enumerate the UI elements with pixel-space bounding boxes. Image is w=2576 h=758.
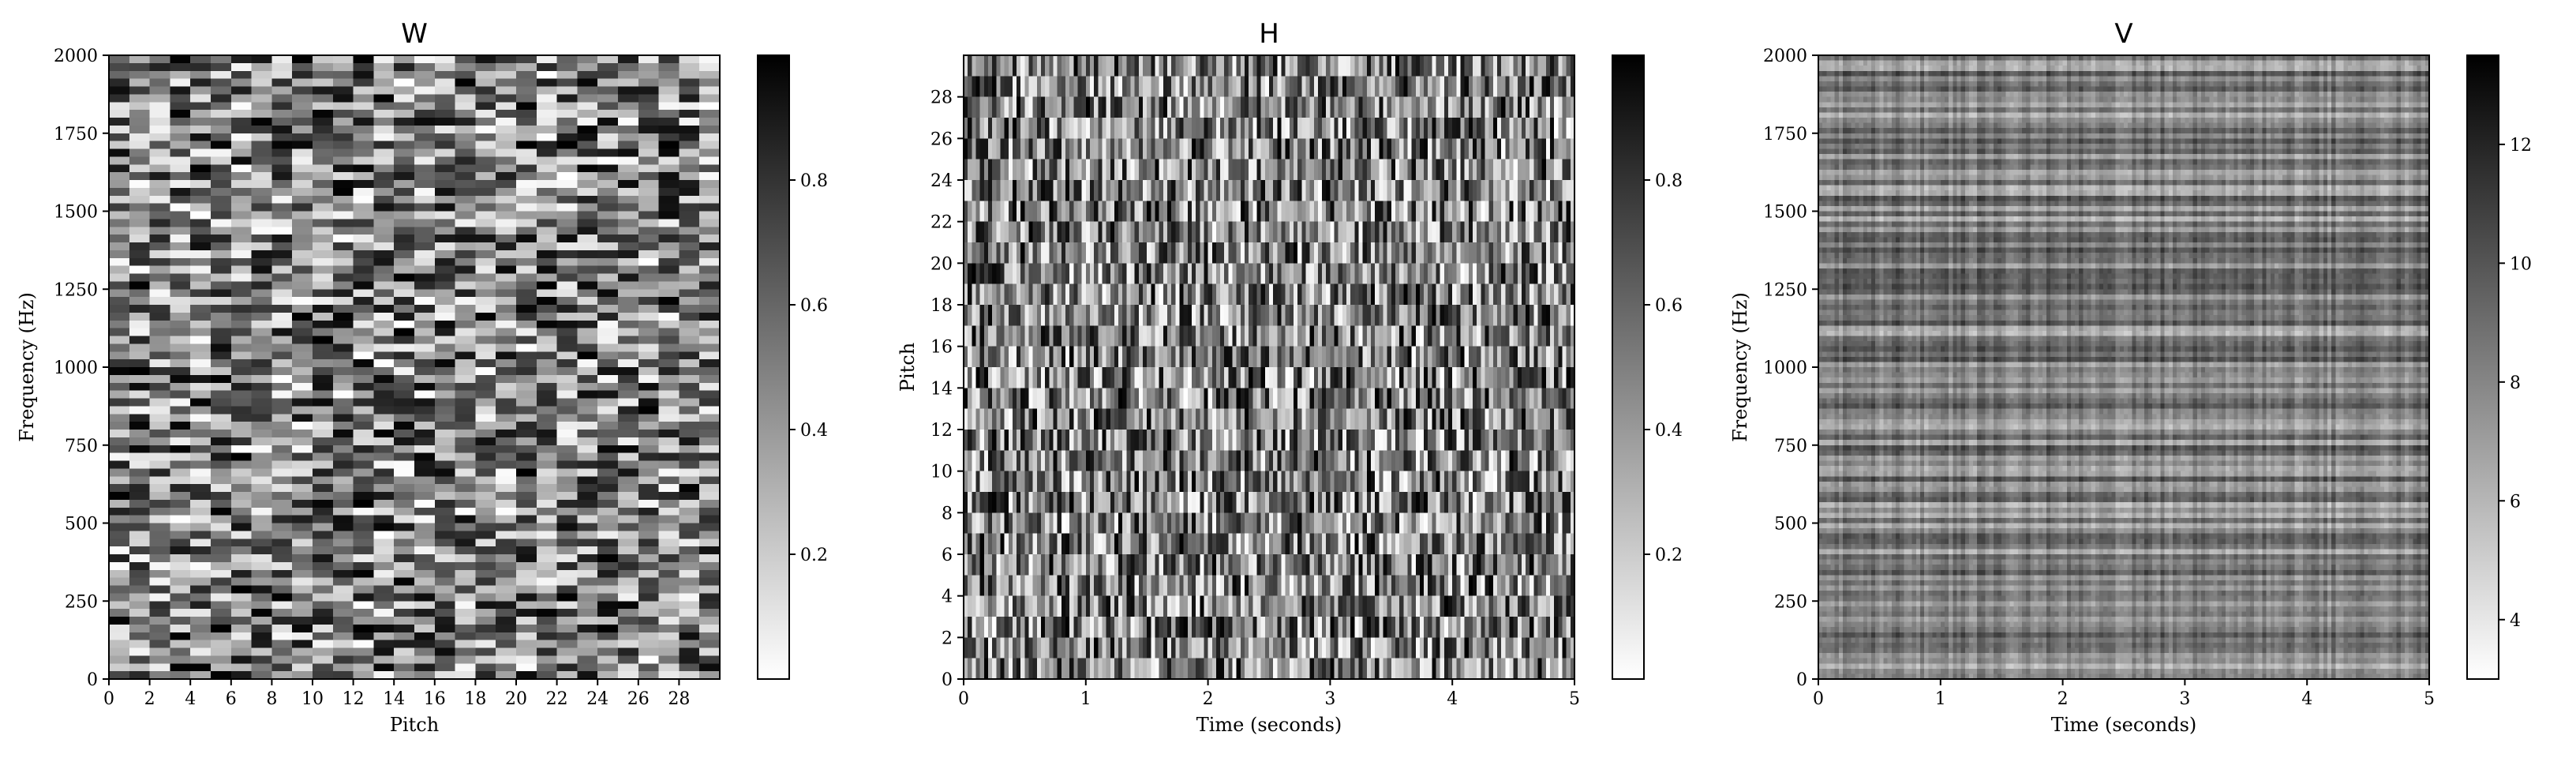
chart-title: W — [401, 18, 428, 50]
x-tick-label: 3 — [1324, 689, 1335, 709]
x-tick-label: 18 — [464, 689, 486, 709]
x-tick-label: 10 — [301, 689, 324, 709]
y-tick-label: 12 — [930, 421, 953, 441]
colorbar-tick-label: 0.6 — [1655, 296, 1683, 316]
x-tick-label: 20 — [505, 689, 527, 709]
y-tick-label: 1500 — [54, 203, 98, 223]
colorbar — [1612, 55, 1644, 679]
chart-title: H — [1259, 18, 1279, 50]
x-tick-label: 4 — [185, 689, 196, 709]
colorbar — [758, 55, 789, 679]
y-tick-label: 0 — [87, 670, 98, 690]
x-tick-label: 4 — [1447, 689, 1458, 709]
colorbar-tick-label: 0.8 — [800, 171, 828, 191]
y-tick-label: 22 — [930, 213, 953, 233]
colorbar-frame — [757, 54, 790, 680]
y-tick-label: 16 — [930, 338, 953, 358]
x-tick-label: 4 — [2301, 689, 2312, 709]
y-tick-label: 2 — [942, 629, 953, 648]
y-tick-label: 4 — [942, 587, 953, 607]
heatmap-H — [964, 55, 1575, 680]
panel-W: W0 2 4 6 8 10 12 14 16 18 20 22 24 26 2802505007501000… — [16, 18, 828, 736]
colorbar-tick-label: 0.2 — [1655, 546, 1683, 565]
y-tick-label: 500 — [65, 515, 98, 535]
x-tick-label: 1 — [1935, 689, 1946, 709]
x-axis-label: Time (seconds) — [1196, 714, 1342, 736]
colorbar-frame — [1612, 54, 1645, 680]
colorbar-tick-label: 12 — [2510, 136, 2532, 156]
y-tick-label: 250 — [1774, 592, 1807, 612]
y-tick-label: 1250 — [1763, 280, 1807, 300]
x-tick-label: 5 — [1569, 689, 1580, 709]
y-axis-label: Frequency (Hz) — [1729, 292, 1751, 442]
colorbar-tick-label: 0.4 — [800, 421, 828, 441]
panel-V: V0 1 2 3 4 5025050075010001250150017502000Tim… — [1729, 18, 2532, 736]
x-tick-label: 1 — [1080, 689, 1091, 709]
y-tick-label: 250 — [65, 592, 98, 612]
x-tick-label: 14 — [383, 689, 405, 709]
x-tick-label: 0 — [1813, 689, 1824, 709]
y-tick-label: 26 — [930, 129, 953, 149]
y-tick-label: 1000 — [54, 358, 98, 378]
x-tick-label: 5 — [2424, 689, 2435, 709]
x-tick-label: 8 — [266, 689, 277, 709]
colorbar-tick-label: 0.8 — [1655, 171, 1683, 191]
x-tick-label: 0 — [103, 689, 114, 709]
colorbar-tick-label: 10 — [2510, 254, 2532, 274]
x-tick-label: 24 — [586, 689, 608, 709]
x-tick-label: 2 — [144, 689, 155, 709]
y-axis-label: Pitch — [897, 343, 919, 392]
y-tick-label: 20 — [930, 254, 953, 274]
colorbar-tick-label: 6 — [2510, 492, 2521, 512]
y-tick-label: 750 — [65, 437, 98, 456]
x-tick-label: 16 — [424, 689, 446, 709]
colorbar-tick-label: 0.4 — [1655, 421, 1683, 441]
x-tick-label: 26 — [627, 689, 650, 709]
y-tick-label: 2000 — [1763, 47, 1807, 66]
colorbar-tick-label: 0.2 — [800, 546, 828, 565]
y-tick-label: 6 — [942, 546, 953, 565]
y-tick-label: 0 — [1796, 670, 1807, 690]
colorbar-tick-label: 4 — [2510, 611, 2521, 631]
colorbar-tick-label: 0.6 — [800, 296, 828, 316]
y-tick-label: 1750 — [1763, 125, 1807, 144]
heatmap-V — [1818, 55, 2430, 680]
y-tick-label: 8 — [942, 504, 953, 523]
y-tick-label: 28 — [930, 88, 953, 108]
y-tick-label: 750 — [1774, 437, 1807, 456]
y-tick-label: 500 — [1774, 515, 1807, 535]
y-tick-label: 14 — [930, 379, 953, 399]
colorbar — [2467, 55, 2499, 679]
x-tick-label: 3 — [2179, 689, 2190, 709]
heatmap-W — [109, 55, 721, 680]
y-tick-label: 24 — [930, 171, 953, 191]
x-axis-label: Time (seconds) — [2051, 714, 2197, 736]
x-tick-label: 0 — [958, 689, 969, 709]
y-tick-label: 0 — [942, 670, 953, 690]
y-axis-label: Frequency (Hz) — [16, 292, 38, 442]
y-tick-label: 18 — [930, 296, 953, 316]
y-tick-label: 1250 — [54, 280, 98, 300]
y-tick-label: 2000 — [54, 47, 98, 66]
y-tick-label: 10 — [930, 463, 953, 482]
x-axis-label: Pitch — [390, 714, 439, 736]
chart-title: V — [2114, 18, 2132, 50]
colorbar-frame — [2466, 54, 2499, 680]
colorbar-tick-label: 8 — [2510, 373, 2521, 393]
x-tick-label: 6 — [226, 689, 237, 709]
x-tick-label: 2 — [2057, 689, 2069, 709]
x-tick-label: 2 — [1203, 689, 1214, 709]
x-tick-label: 22 — [546, 689, 568, 709]
y-tick-label: 1000 — [1763, 358, 1807, 378]
x-tick-label: 28 — [668, 689, 690, 709]
plot-frame — [963, 54, 1575, 680]
y-tick-label: 1750 — [54, 125, 98, 144]
y-tick-label: 1500 — [1763, 203, 1807, 223]
x-tick-label: 12 — [343, 689, 365, 709]
